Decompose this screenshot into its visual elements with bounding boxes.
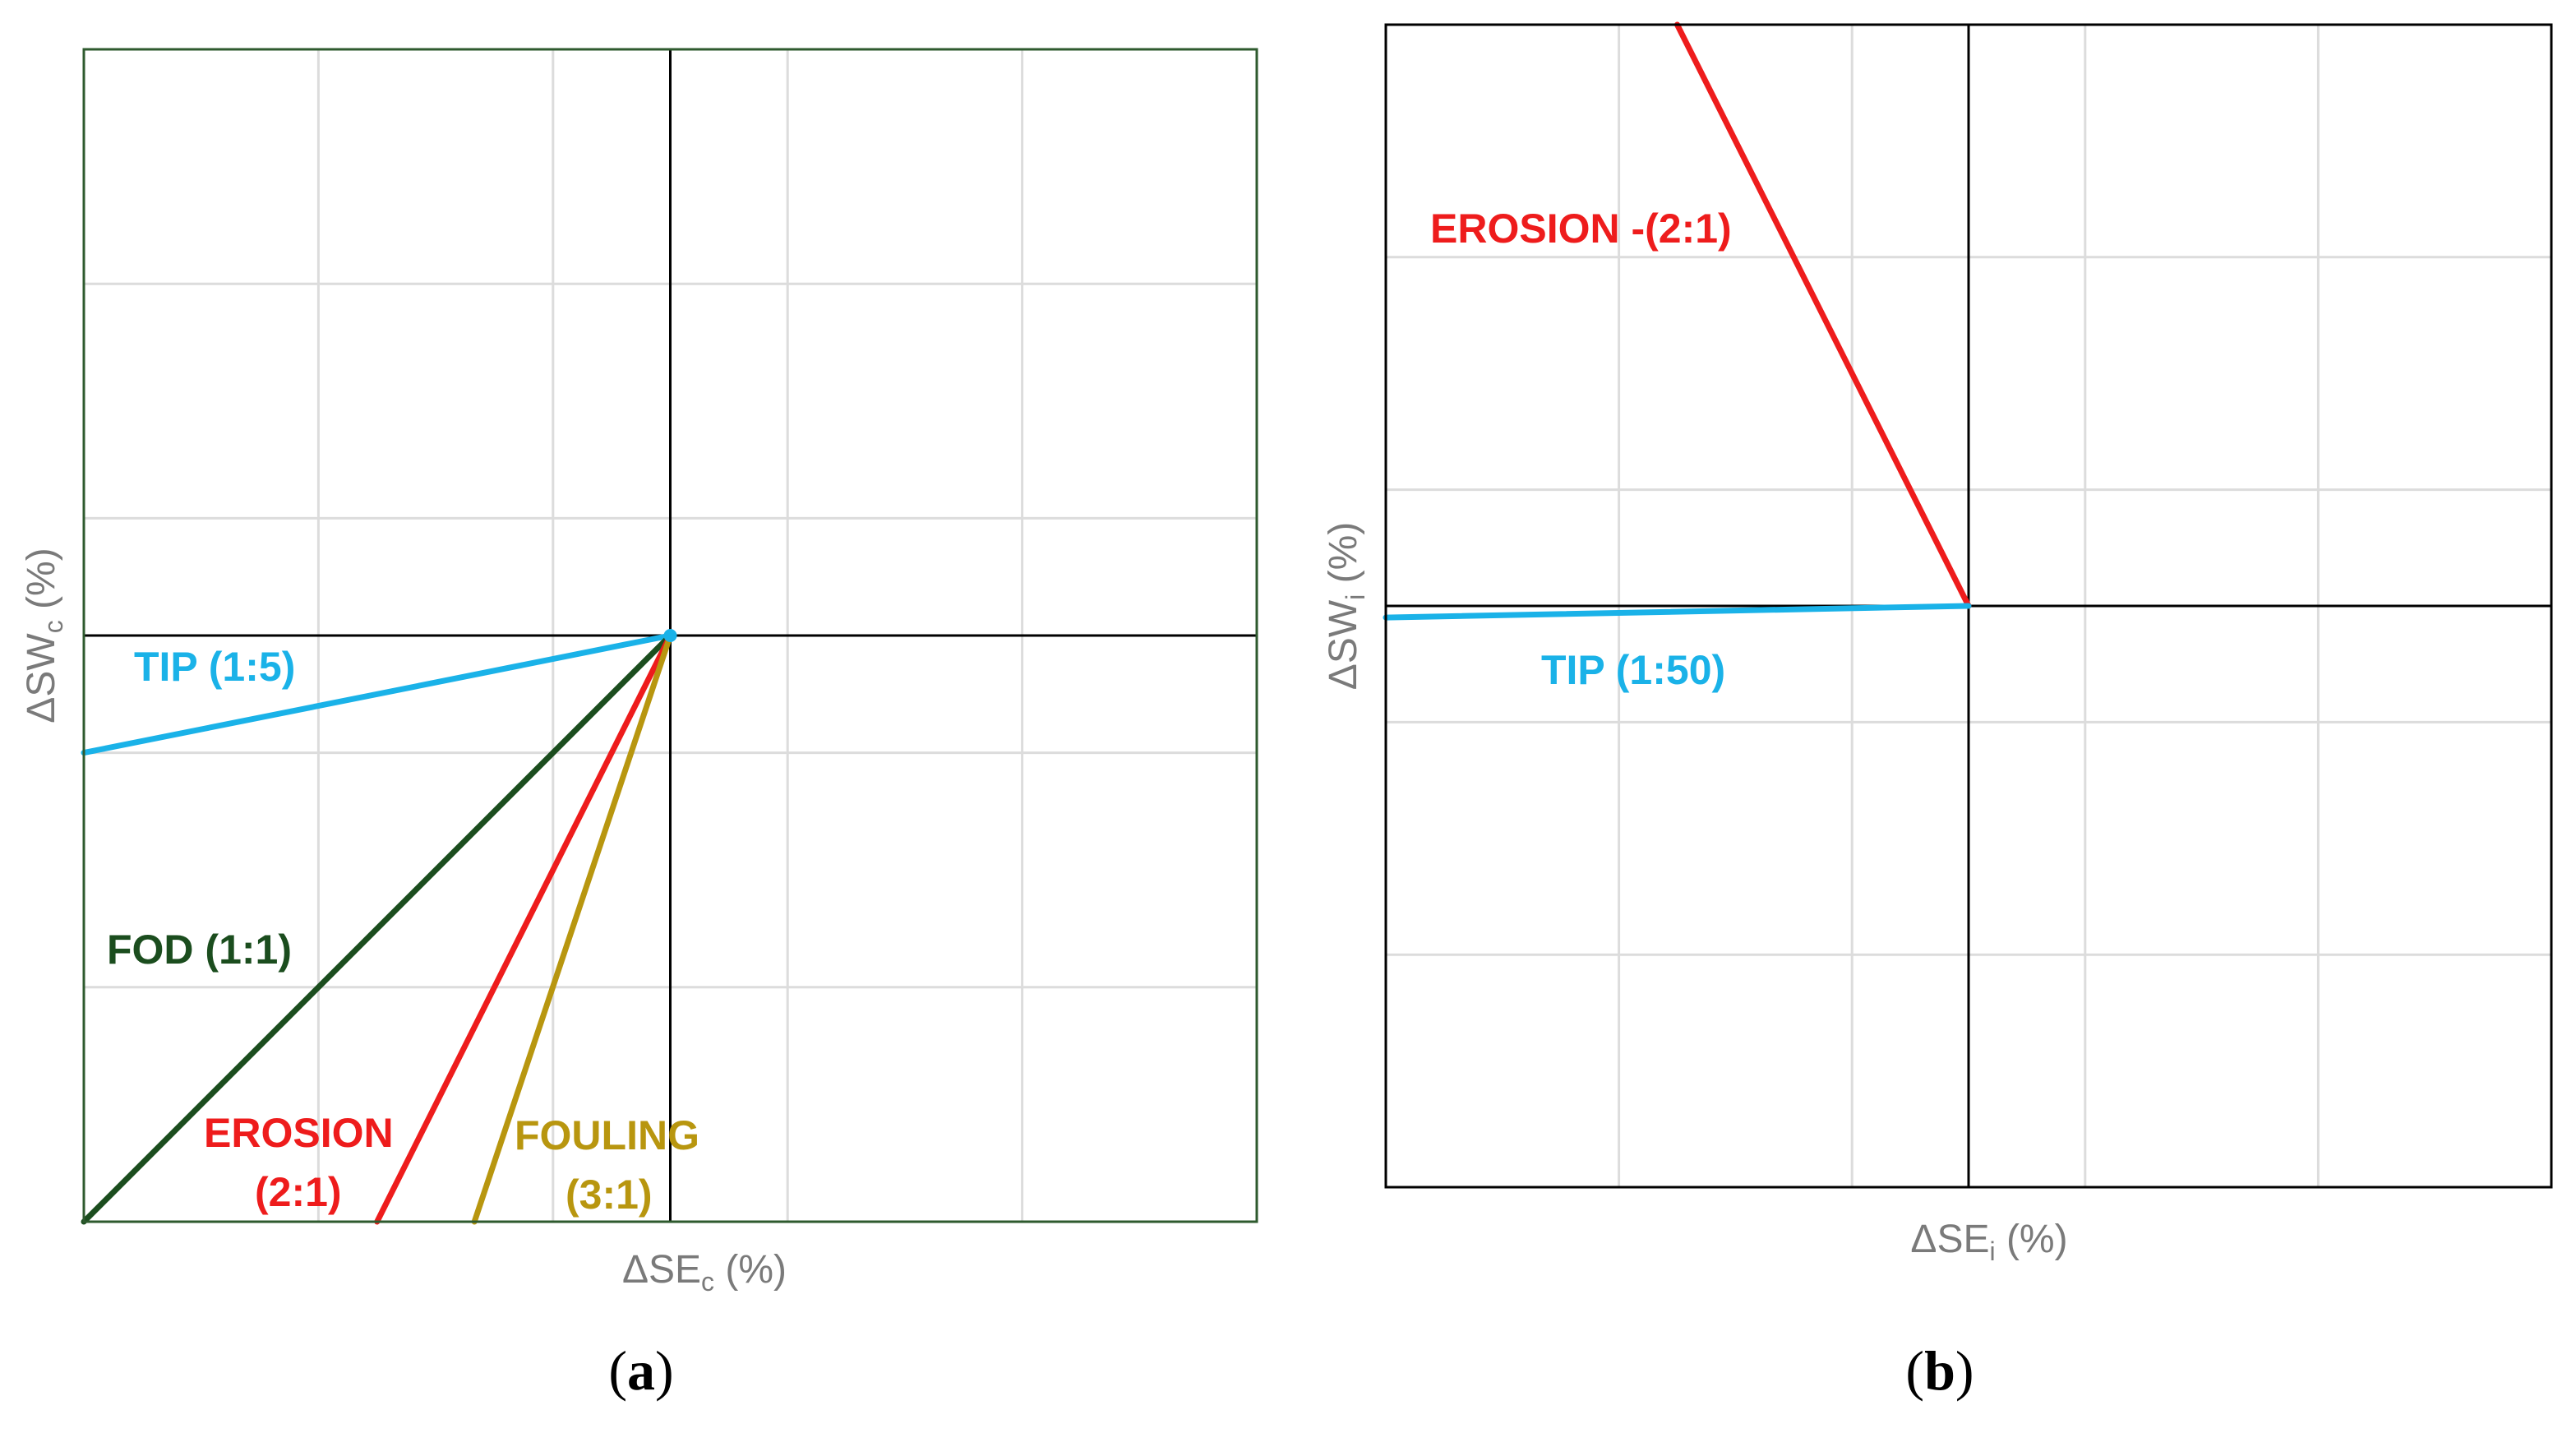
series-labels-a: TIP (1:5) FOD (1:1) EROSION (2:1) FOULING (3:… <box>107 644 699 1218</box>
series-b <box>1383 21 1972 621</box>
chart-panel-a: TIP (1:5) FOD (1:1) EROSION (2:1) FOULING (3:… <box>20 48 1258 1402</box>
series-line-fod-1-1 <box>81 632 673 1225</box>
series-line-erosion-2-1 <box>1674 21 1972 609</box>
series-line-tip-1-50 <box>1383 603 1972 621</box>
panel-label-b: (b) <box>1905 1339 1974 1402</box>
plot-frame-b <box>1384 23 2553 1189</box>
series-label: TIP (1:5) <box>134 644 295 690</box>
series-label: FOULING <box>515 1112 699 1158</box>
series-label: (2:1) <box>255 1169 342 1215</box>
series-a <box>81 629 677 1225</box>
plot-frame-a <box>82 48 1258 1223</box>
x-axis-label-b: ΔSEi (%) <box>1910 1218 2067 1266</box>
series-label: (3:1) <box>566 1172 653 1218</box>
x-axis-label-a: ΔSEc (%) <box>622 1248 787 1297</box>
y-axis-label-b: ΔSWi (%) <box>1322 522 1370 690</box>
y-axis-label-a: ΔSWc (%) <box>20 548 68 723</box>
series-label: FOD (1:1) <box>107 927 292 973</box>
series-line-tip-1-5 <box>81 632 673 756</box>
series-label: TIP (1:50) <box>1541 647 1725 693</box>
chart-panel-b: EROSION -(2:1) TIP (1:50) ΔSEi (%) ΔSWi (… <box>1322 21 2553 1402</box>
series-line-fouling-3-1 <box>471 632 673 1225</box>
series-label: EROSION -(2:1) <box>1430 206 1732 252</box>
series-label: EROSION <box>204 1110 394 1156</box>
series-labels-b: EROSION -(2:1) TIP (1:50) <box>1430 206 1732 693</box>
panel-label-a: (a) <box>608 1339 673 1402</box>
origin-point <box>663 629 677 642</box>
series-line-erosion-2-1 <box>374 632 673 1225</box>
